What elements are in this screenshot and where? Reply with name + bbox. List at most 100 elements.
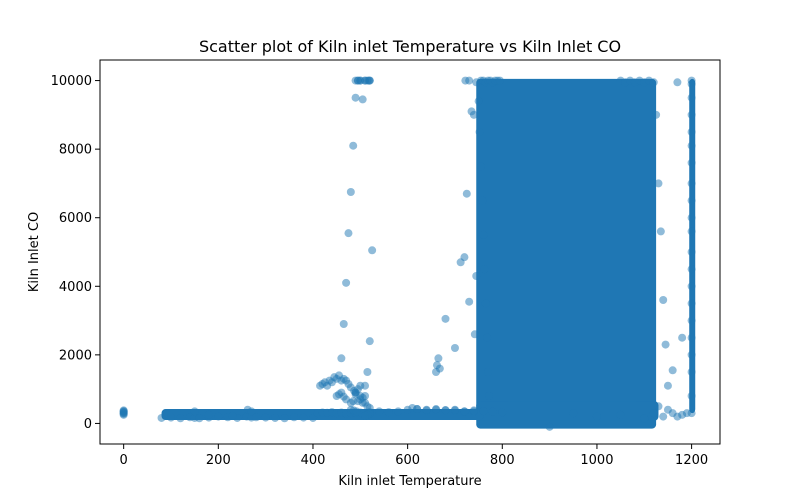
scatter-point [687,368,696,376]
scatter-point [339,320,348,328]
scatter-point [687,248,696,256]
scatter-point [384,408,393,417]
scatter-point [252,413,261,422]
scatter-point [352,407,361,416]
scatter-point [654,402,663,411]
scatter-point [682,409,691,418]
scatter-point [469,110,478,119]
scatter-point [435,364,444,373]
scatter-point [413,405,422,414]
scatter-point [474,97,483,106]
scatter-point [488,407,497,416]
scatter-point [649,78,658,87]
scatter-point [687,227,696,236]
scatter-point [498,408,507,417]
y-tick-label: 4000 [59,280,92,295]
scatter-point [365,76,374,85]
scatter-point [483,333,492,342]
scatter-point [299,413,308,422]
scatter-point [687,141,696,150]
scatter-point [166,413,175,422]
scatter-point [659,412,668,421]
scatter-point [656,227,665,236]
scatter-point [271,413,280,422]
scatter-point [687,265,696,274]
scatter-point [361,411,370,420]
scatter-point [592,412,601,421]
scatter-point [361,381,370,390]
scatter-point [247,407,256,416]
scatter-point [673,78,682,87]
scatter-point [394,407,403,416]
scatter-point [460,407,469,416]
scatter-point [569,409,578,418]
scatter-point [441,314,450,323]
scatter-point [195,414,204,423]
scatter-point [616,410,625,419]
scatter-point [649,409,658,418]
y-axis-label: Kiln Inlet CO [27,212,42,292]
scatter-point [687,110,696,119]
scatter-point [475,128,484,136]
scatter-point [687,213,696,222]
scatter-point [485,392,494,400]
scatter-point [346,188,355,196]
x-tick-label: 0 [120,453,128,468]
x-axis: 0 200 400 600 800 1000 1200 [120,444,708,468]
scatter-point [687,196,696,205]
plot-frame [99,59,721,445]
scatter-point [659,296,668,304]
scatter-point [363,368,372,376]
chart-title: Scatter plot of Kiln inlet Temperature v… [199,37,621,56]
x-tick-label: 1000 [580,453,613,468]
scatter-point [342,278,351,287]
scatter-point [652,110,661,119]
scatter-point [661,340,670,349]
scatter-point [422,405,431,414]
scatter-point [176,414,185,423]
scatter-point [687,128,696,136]
scatter-point [261,413,270,422]
scatter-point [450,344,459,352]
y-tick-label: 10000 [51,74,92,89]
scatter-point [434,354,443,363]
scatter-point [687,316,696,325]
scatter-point [687,179,696,188]
dense-region-1 [476,401,659,421]
x-tick-label: 600 [395,453,420,468]
x-tick-label: 400 [301,453,326,468]
scatter-point [228,411,237,420]
x-tick-label: 800 [490,453,515,468]
scatter-point [687,80,696,88]
dense-region-0 [476,78,657,429]
y-tick-label: 6000 [59,211,92,226]
scatter-point [495,76,504,85]
scatter-point [375,407,384,416]
scatter-point [351,93,360,102]
y-tick-label: 8000 [59,143,92,158]
scatter-point [687,282,696,291]
scatter-point [290,413,299,422]
scatter-point [119,406,128,415]
scatter-point [204,410,213,419]
scatter-point [432,405,441,414]
scatter-point [678,333,687,342]
scatter-points [119,76,696,431]
x-axis-label: Kiln inlet Temperature [338,474,481,489]
scatter-point [356,392,365,400]
scatter-point [349,141,358,150]
scatter-point [465,297,474,306]
scatter-point [465,76,474,85]
scatter-point [687,299,696,308]
scatter-point [687,158,696,167]
scatter-point [450,405,459,414]
y-tick-label: 0 [84,417,92,432]
scatter-point [441,406,450,415]
scatter-point [479,230,488,239]
scatter-point [478,196,487,205]
scatter-point [640,414,649,423]
scatter-point [687,392,696,400]
x-tick-label: 1200 [675,453,708,468]
scatter-point [479,407,488,416]
